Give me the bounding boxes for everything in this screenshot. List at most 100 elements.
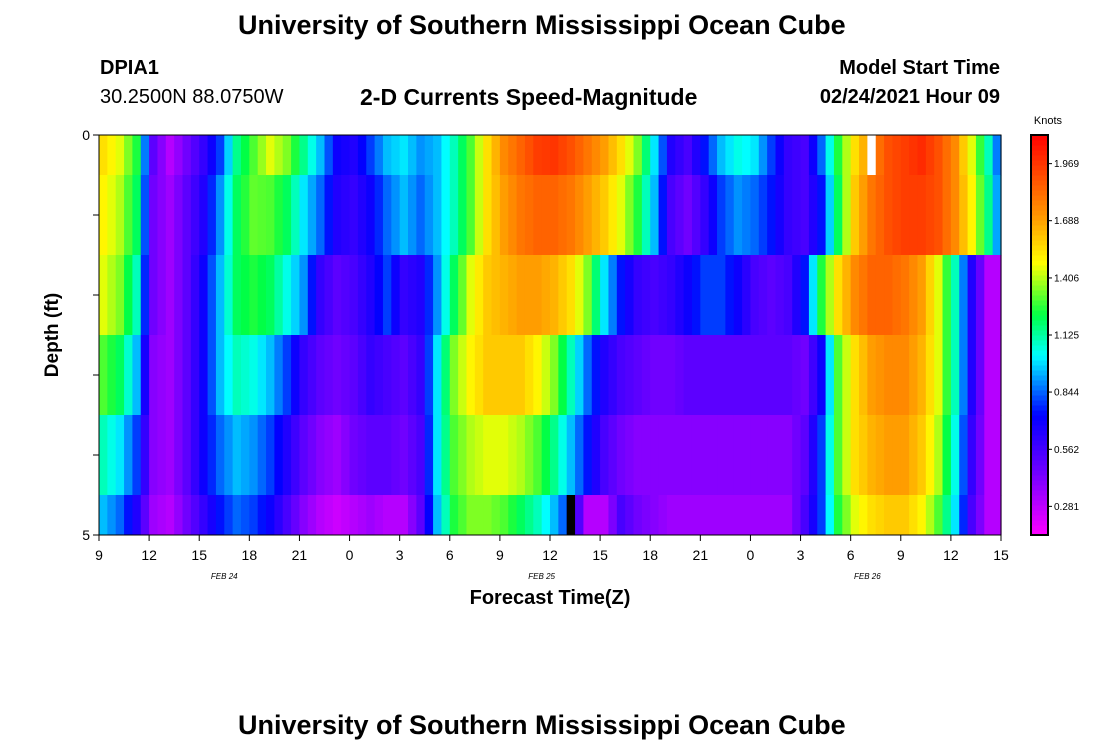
heatmap-cell — [658, 415, 668, 496]
heatmap-cell — [474, 415, 484, 496]
heatmap-cell — [374, 335, 384, 416]
heatmap-cell — [833, 175, 843, 256]
heatmap-cell — [817, 335, 827, 416]
colorbar-tick-label: 1.969 — [1054, 159, 1079, 170]
heatmap-cell — [900, 175, 910, 256]
heatmap-cell — [215, 495, 225, 536]
colorbar-unit-label: Knots — [1034, 115, 1063, 127]
heatmap-cell — [641, 255, 651, 336]
heatmap-cell — [382, 255, 392, 336]
heatmap-cell — [199, 335, 209, 416]
colorbar-segment — [1031, 355, 1048, 361]
heatmap-cell — [341, 335, 351, 416]
heatmap-cell — [466, 135, 476, 176]
heatmap-cell — [274, 175, 284, 256]
heatmap-cell — [391, 495, 401, 536]
heatmap-cell — [792, 255, 802, 336]
heatmap-cell — [257, 415, 267, 496]
heatmap-cell — [825, 335, 835, 416]
heatmap-cell — [441, 255, 451, 336]
heatmap-cell — [332, 335, 342, 416]
heatmap-cell — [825, 135, 835, 176]
heatmap-cell — [867, 175, 877, 256]
colorbar-segment — [1031, 480, 1048, 486]
heatmap-cell — [424, 415, 434, 496]
heatmap-cell — [566, 415, 576, 496]
heatmap-cell — [558, 415, 568, 496]
heatmap-cell — [307, 135, 317, 176]
heatmap-cell — [800, 415, 810, 496]
heatmap-cell — [458, 495, 468, 536]
heatmap-cell — [99, 415, 108, 496]
date-label: FEB 26 — [854, 572, 881, 581]
heatmap-cell — [349, 135, 359, 176]
heatmap-cell — [508, 175, 518, 256]
heatmap-cell — [733, 175, 743, 256]
heatmap-cell — [633, 175, 643, 256]
heatmap-cell — [975, 335, 985, 416]
heatmap-cell — [633, 415, 643, 496]
heatmap-cell — [282, 255, 292, 336]
heatmap-cell — [875, 175, 885, 256]
heatmap-cell — [282, 135, 292, 176]
heatmap-cell — [959, 135, 969, 176]
colorbar-segment — [1031, 165, 1048, 171]
heatmap-cell — [140, 175, 150, 256]
heatmap-cell — [859, 255, 868, 336]
heatmap-cell — [825, 495, 835, 536]
heatmap-cell — [884, 255, 894, 336]
heatmap-cell — [307, 415, 317, 496]
date-label: FEB 25 — [528, 572, 555, 581]
heatmap-cell — [950, 495, 960, 536]
heatmap-cell — [825, 255, 835, 336]
heatmap-cell — [558, 135, 568, 176]
heatmap-cell — [683, 135, 693, 176]
heatmap-cell — [775, 255, 785, 336]
heatmap-cell — [641, 495, 651, 536]
heatmap-cell — [491, 415, 501, 496]
heatmap-cell — [199, 255, 209, 336]
heatmap-cell — [249, 135, 259, 176]
heatmap-cell — [700, 175, 710, 256]
heatmap-cell — [282, 495, 292, 536]
heatmap-cell — [992, 175, 1002, 256]
heatmap-cell — [875, 255, 885, 336]
colorbar-segment — [1031, 300, 1048, 306]
x-tick-label: 0 — [346, 547, 354, 563]
heatmap-cell — [274, 255, 284, 336]
heatmap-cell — [174, 255, 184, 336]
colorbar-segment — [1031, 320, 1048, 326]
model-start-value: 02/24/2021 Hour 09 — [819, 86, 1000, 108]
colorbar-segment — [1031, 360, 1048, 366]
heatmap-cell — [174, 415, 184, 496]
heatmap-cells — [99, 135, 1002, 536]
heatmap-cell — [199, 495, 209, 536]
heatmap-cell — [299, 135, 309, 176]
heatmap-cell — [424, 495, 434, 536]
heatmap-cell — [240, 175, 250, 256]
heatmap-cell — [232, 135, 242, 176]
heatmap-cell — [408, 135, 417, 176]
heatmap-cell — [266, 135, 275, 176]
heatmap-cell — [257, 175, 267, 256]
colorbar-segment — [1031, 465, 1048, 471]
heatmap-cell — [182, 135, 192, 176]
heatmap-cell — [683, 415, 693, 496]
heatmap-cell — [449, 335, 459, 416]
heatmap-cell — [399, 255, 409, 336]
heatmap-cell — [224, 415, 234, 496]
heatmap-cell — [190, 495, 200, 536]
heatmap-cell — [366, 135, 376, 176]
heatmap-cell — [733, 335, 743, 416]
dry-cell — [566, 495, 576, 535]
heatmap-cell — [391, 255, 401, 336]
heatmap-cell — [608, 255, 618, 336]
heatmap-cell — [107, 175, 117, 256]
heatmap-cell — [783, 495, 793, 536]
heatmap-cell — [591, 255, 601, 336]
heatmap-cell — [516, 135, 526, 176]
page-title: University of Southern Mississippi Ocean… — [238, 10, 846, 40]
heatmap-cell — [499, 175, 509, 256]
x-tick-label: 6 — [847, 547, 855, 563]
heatmap-cell — [449, 175, 459, 256]
